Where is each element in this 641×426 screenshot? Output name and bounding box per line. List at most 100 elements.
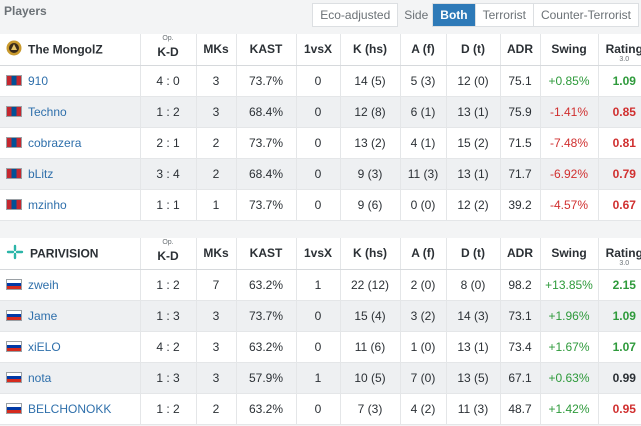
side-option-both[interactable]: Both bbox=[433, 4, 476, 26]
rating-value: 1.07 bbox=[598, 331, 641, 363]
kd-value: 1 : 2 bbox=[140, 269, 197, 301]
team-name-cell[interactable]: PARIVISION bbox=[0, 238, 141, 270]
kast-value: 63.2% bbox=[236, 269, 297, 301]
dt-value: 15 (2) bbox=[446, 127, 501, 159]
team-name-cell[interactable]: The MongolZ bbox=[0, 34, 141, 66]
player-link[interactable]: cobrazera bbox=[28, 135, 82, 150]
column-mks[interactable]: MKs bbox=[196, 238, 237, 270]
rating-value: 1.09 bbox=[598, 65, 641, 97]
vsx-value: 0 bbox=[296, 331, 341, 363]
adr-value: 39.2 bbox=[500, 189, 541, 221]
af-value: 5 (3) bbox=[400, 65, 447, 97]
column-adr[interactable]: ADR bbox=[500, 34, 541, 66]
column-af[interactable]: A (f) bbox=[400, 238, 447, 270]
side-selector: Both Terrorist Counter-Terrorist bbox=[432, 3, 639, 27]
team-stats-table: PARIVISION Op. K-D MKs KAST 1vsX K (hs) A (f) D … bbox=[0, 238, 641, 425]
column-kd[interactable]: Op. K-D bbox=[140, 238, 197, 270]
rating-version: 3.0 bbox=[619, 55, 630, 63]
column-kast[interactable]: KAST bbox=[236, 238, 297, 270]
kd-value: 1 : 2 bbox=[140, 393, 197, 425]
column-khs[interactable]: K (hs) bbox=[340, 238, 401, 270]
table-row: Techno 1 : 2 3 68.4% 0 12 (8) 6 (1) 13 (1) 75.9-… bbox=[0, 96, 641, 128]
kast-value: 73.7% bbox=[236, 65, 297, 97]
kd-value: 1 : 2 bbox=[140, 96, 197, 128]
khs-value: 14 (5) bbox=[340, 65, 401, 97]
flag-mn-icon bbox=[6, 75, 22, 87]
column-adr[interactable]: ADR bbox=[500, 238, 541, 270]
flag-mn-icon bbox=[6, 137, 22, 149]
table-row: 910 4 : 0 3 73.7% 0 14 (5) 5 (3) 12 (0) 75.1 +0.8… bbox=[0, 65, 641, 97]
kd-op-label: Op. bbox=[162, 35, 174, 42]
table-row: cobrazera 2 : 1 2 73.7% 0 13 (2) 4 (1) 15 (2) 71… bbox=[0, 127, 641, 159]
eco-adjusted-toggle[interactable]: Eco-adjusted bbox=[312, 3, 399, 27]
player-link[interactable]: BELCHONOKK bbox=[28, 401, 112, 416]
player-cell: 910 bbox=[0, 65, 141, 97]
vsx-value: 0 bbox=[296, 189, 341, 221]
kast-value: 63.2% bbox=[236, 331, 297, 363]
kast-value: 73.7% bbox=[236, 127, 297, 159]
player-link[interactable]: Jame bbox=[28, 308, 58, 323]
mks-value: 3 bbox=[196, 362, 237, 394]
player-link[interactable]: xiELO bbox=[28, 339, 61, 354]
adr-value: 73.4 bbox=[500, 331, 541, 363]
mks-value: 1 bbox=[196, 189, 237, 221]
player-cell: mzinho bbox=[0, 189, 141, 221]
swing-value: +0.85% bbox=[540, 65, 599, 97]
side-option-terrorist[interactable]: Terrorist bbox=[476, 4, 534, 26]
column-dt[interactable]: D (t) bbox=[446, 238, 501, 270]
af-value: 7 (0) bbox=[400, 362, 447, 394]
vsx-value: 0 bbox=[296, 393, 341, 425]
af-value: 4 (1) bbox=[400, 127, 447, 159]
player-link[interactable]: nota bbox=[28, 370, 52, 385]
column-1vsx[interactable]: 1vsX bbox=[296, 34, 341, 66]
af-value: 11 (3) bbox=[400, 158, 447, 190]
flag-mn-icon bbox=[6, 168, 22, 180]
column-swing[interactable]: Swing bbox=[540, 34, 599, 66]
dt-value: 12 (0) bbox=[446, 65, 501, 97]
column-af[interactable]: A (f) bbox=[400, 34, 447, 66]
player-link[interactable]: bLitz bbox=[28, 166, 54, 181]
adr-value: 71.7 bbox=[500, 158, 541, 190]
player-link[interactable]: Techno bbox=[28, 104, 67, 119]
adr-value: 75.1 bbox=[500, 65, 541, 97]
team-name: The MongolZ bbox=[28, 42, 103, 57]
parivision-logo-icon bbox=[6, 244, 24, 263]
column-dt[interactable]: D (t) bbox=[446, 34, 501, 66]
column-mks[interactable]: MKs bbox=[196, 34, 237, 66]
column-rating[interactable]: Rating 3.0 bbox=[598, 34, 641, 66]
kast-value: 68.4% bbox=[236, 96, 297, 128]
column-1vsx[interactable]: 1vsX bbox=[296, 238, 341, 270]
kast-value: 73.7% bbox=[236, 189, 297, 221]
player-cell: Techno bbox=[0, 96, 141, 128]
af-value: 0 (0) bbox=[400, 189, 447, 221]
column-kd[interactable]: Op. K-D bbox=[140, 34, 197, 66]
kast-value: 63.2% bbox=[236, 393, 297, 425]
player-cell: cobrazera bbox=[0, 127, 141, 159]
flag-ru-icon bbox=[6, 341, 22, 353]
swing-value: +0.63% bbox=[540, 362, 599, 394]
player-cell: BELCHONOKK bbox=[0, 393, 141, 425]
column-khs[interactable]: K (hs) bbox=[340, 34, 401, 66]
mks-value: 3 bbox=[196, 65, 237, 97]
player-link[interactable]: 910 bbox=[28, 73, 49, 88]
af-value: 2 (0) bbox=[400, 269, 447, 301]
column-rating[interactable]: Rating 3.0 bbox=[598, 238, 641, 270]
rating-value: 0.81 bbox=[598, 127, 641, 159]
player-cell: Jame bbox=[0, 300, 141, 332]
player-link[interactable]: zweih bbox=[28, 277, 59, 292]
players-header: Players Eco-adjusted Side Both Terrorist… bbox=[0, 0, 641, 34]
player-link[interactable]: mzinho bbox=[28, 197, 67, 212]
column-swing[interactable]: Swing bbox=[540, 238, 599, 270]
kast-value: 68.4% bbox=[236, 158, 297, 190]
vsx-value: 0 bbox=[296, 65, 341, 97]
af-value: 1 (0) bbox=[400, 331, 447, 363]
kd-value: 1 : 1 bbox=[140, 189, 197, 221]
flag-mn-icon bbox=[6, 199, 22, 211]
vsx-value: 0 bbox=[296, 96, 341, 128]
side-option-counter-terrorist[interactable]: Counter-Terrorist bbox=[540, 8, 631, 22]
dt-value: 12 (2) bbox=[446, 189, 501, 221]
flag-ru-icon bbox=[6, 372, 22, 384]
af-value: 4 (2) bbox=[400, 393, 447, 425]
vsx-value: 1 bbox=[296, 269, 341, 301]
column-kast[interactable]: KAST bbox=[236, 34, 297, 66]
